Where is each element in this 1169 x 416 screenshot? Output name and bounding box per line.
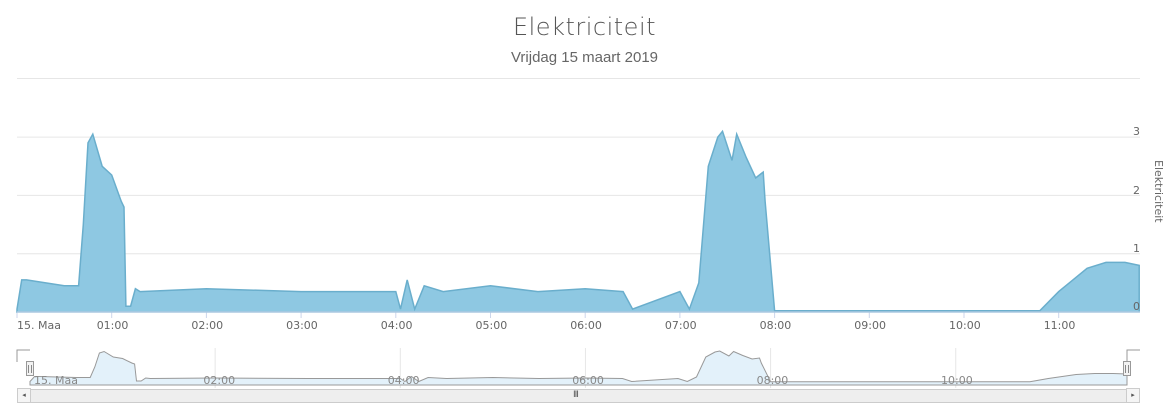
x-tick-label: 05:00	[475, 319, 508, 332]
y-tick-2: 2	[1133, 184, 1140, 197]
scrollbar-grip[interactable]: III	[573, 390, 579, 400]
navigator-outline	[16, 349, 1140, 362]
x-tick-label: 01:00	[96, 319, 129, 332]
x-tick-label: 02:00	[191, 319, 224, 332]
grid-lines	[17, 136, 1140, 255]
y-tick-1: 1	[1133, 242, 1140, 255]
x-axis-ticks	[16, 312, 1060, 318]
y-axis-title: Elektriciteit	[1152, 160, 1165, 223]
scroll-right-button[interactable]: ▸	[1126, 388, 1140, 403]
y-tick-3: 3	[1133, 125, 1140, 138]
navigator-tick-label: 08:00	[756, 374, 789, 387]
x-tick-label: 04:00	[380, 319, 413, 332]
navigator-right-handle[interactable]: ||	[1123, 361, 1131, 376]
navigator-tick-label: 02:00	[203, 374, 236, 387]
x-tick-label: 09:00	[854, 319, 886, 332]
x-tick-label: 15. Maa	[17, 319, 61, 332]
x-tick-label: 03:00	[286, 319, 318, 332]
x-tick-label: 06:00	[570, 319, 602, 332]
navigator-left-handle[interactable]: ||	[26, 361, 34, 376]
navigator-tick-label: 04:00	[387, 374, 420, 387]
x-tick-label: 11:00	[1043, 319, 1076, 332]
navigator-tick-label: 06:00	[572, 374, 604, 387]
x-tick-label: 10:00	[949, 319, 981, 332]
navigator-tick-label: 10:00	[941, 374, 973, 387]
navigator-series	[29, 350, 1128, 386]
navigator-tick-label: 15. Maa	[34, 374, 78, 387]
chart-subtitle: Vrijdag 15 maart 2019	[510, 49, 659, 66]
x-tick-label: 07:00	[664, 319, 697, 332]
scrollbar-track[interactable]	[17, 389, 1140, 403]
x-tick-label: 08:00	[759, 319, 792, 332]
chart-title: Elektriciteit	[512, 13, 657, 41]
scroll-left-button[interactable]: ◂	[17, 388, 31, 403]
title-divider	[17, 78, 1140, 79]
y-tick-0: 0	[1133, 300, 1140, 313]
series-area[interactable]	[16, 129, 1140, 313]
